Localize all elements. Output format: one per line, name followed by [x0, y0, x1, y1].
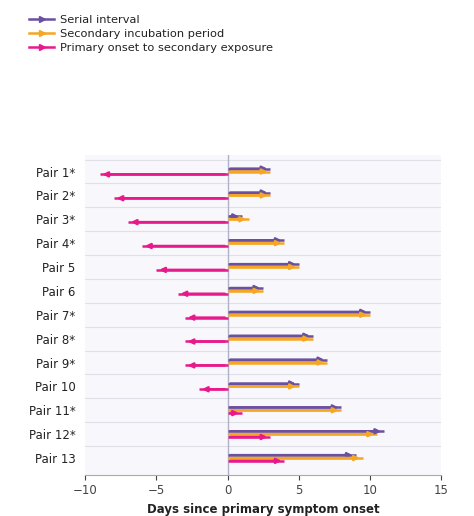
X-axis label: Days since primary symptom onset: Days since primary symptom onset [147, 503, 379, 516]
Legend: Serial interval, Secondary incubation period, Primary onset to secondary exposur: Serial interval, Secondary incubation pe… [25, 11, 277, 58]
